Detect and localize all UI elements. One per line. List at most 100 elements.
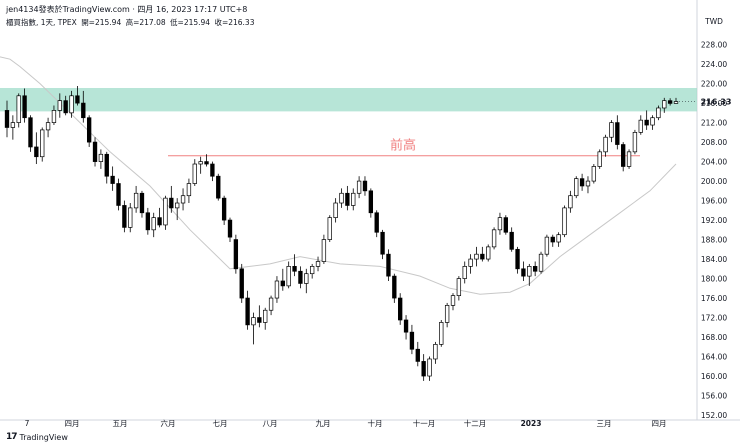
candle-body [603, 136, 608, 153]
time-axis[interactable]: 7 四月 五月 六月 七月 八月 九月 十月 十一月 十二月 2023 三月 四月 [25, 418, 667, 428]
candle [615, 115, 620, 150]
symbol-legend: 櫃買指數, 1天, TPEX 開=215.94 高=217.08 低=215.9… [6, 17, 256, 28]
candle [591, 164, 597, 184]
time-tick-label: 五月 [113, 419, 128, 428]
candle [597, 149, 602, 169]
candle-body [626, 151, 632, 167]
candle-body [644, 119, 649, 126]
candle-body [421, 361, 426, 377]
candle-body [239, 268, 244, 299]
time-tick-label: 7 [25, 419, 30, 428]
candle [204, 154, 209, 167]
candle-body [439, 322, 444, 345]
candle-body [515, 248, 520, 270]
candle-body [257, 317, 262, 323]
candle [45, 117, 51, 138]
candle-body [81, 102, 86, 119]
candle-body [309, 266, 315, 275]
candle-body [398, 297, 403, 321]
candle [81, 90, 86, 123]
price-tick-label: 176.00 [701, 294, 727, 303]
candle [421, 354, 426, 381]
candle-body [509, 231, 514, 250]
candle [192, 159, 197, 186]
price-tick-label: 164.00 [701, 353, 727, 362]
candle-body [192, 163, 197, 184]
candle [321, 234, 327, 264]
currency-label: TWD [704, 17, 723, 26]
candle [632, 129, 638, 155]
candle [169, 185, 174, 213]
candle [63, 95, 68, 116]
candle-body [415, 348, 420, 362]
candle-body [151, 217, 156, 231]
candle-body [22, 95, 27, 119]
candle [304, 268, 309, 294]
candle-body [468, 258, 473, 267]
price-tick-label: 220.00 [701, 80, 727, 89]
price-tick-label: 228.00 [701, 41, 727, 50]
candle [427, 356, 432, 381]
price-axis[interactable]: 152.00 156.00 160.00 164.00 168.00 172.00 176.… [701, 41, 727, 420]
candle-body [274, 280, 280, 299]
candle-body [163, 197, 168, 226]
candle [175, 198, 180, 221]
candle-body [621, 144, 626, 167]
candle [145, 207, 151, 235]
price-tick-label: 152.00 [701, 411, 727, 420]
candle [98, 149, 104, 169]
resistance-zone [0, 87, 697, 112]
candle-body [544, 236, 550, 255]
time-tick-label: 十二月 [464, 418, 487, 428]
candle-body [233, 239, 239, 270]
candle-body [122, 205, 127, 228]
candle-body [450, 295, 456, 306]
price-tick-label: 216.00 [701, 99, 727, 108]
price-tick-label: 160.00 [701, 372, 727, 381]
candle-body [10, 122, 16, 128]
candle [550, 234, 555, 247]
candle-body [245, 297, 250, 326]
candle [380, 229, 385, 260]
candle-body [474, 253, 479, 260]
candle [433, 341, 438, 364]
candle [286, 261, 291, 289]
candle [662, 97, 667, 113]
candle [386, 249, 391, 281]
candle-body [180, 195, 186, 204]
time-tick-label: 九月 [316, 419, 331, 428]
candle-body [116, 183, 121, 206]
candle [233, 234, 239, 274]
candle [186, 178, 192, 204]
candle [585, 176, 591, 194]
time-tick-label: 六月 [161, 418, 176, 428]
candle [245, 290, 250, 330]
candle-body [16, 95, 21, 123]
candle [333, 198, 338, 223]
candle [368, 188, 374, 218]
candle-body [304, 273, 309, 284]
symbol-name[interactable]: 櫃買指數, 1天, TPEX [6, 18, 77, 27]
candle-body [632, 131, 638, 153]
price-tick-label: 224.00 [701, 60, 727, 69]
candle [298, 266, 303, 289]
time-tick-label: 2023 [521, 419, 542, 428]
candle-body [28, 117, 33, 148]
candle [603, 134, 608, 157]
candle-body [527, 266, 532, 277]
candle-body [327, 217, 332, 240]
candle-body [427, 358, 432, 377]
candle-body [521, 268, 526, 277]
candle [621, 142, 626, 172]
previous-high-annotation: 前高 [390, 138, 416, 154]
candle [139, 190, 145, 218]
candle [28, 115, 33, 152]
candle [532, 261, 538, 277]
candle-body [491, 229, 497, 248]
candle-body [403, 319, 409, 333]
candle-body [51, 110, 57, 123]
price-tick-label: 208.00 [701, 138, 727, 147]
candle [544, 234, 550, 257]
candle [456, 276, 462, 301]
